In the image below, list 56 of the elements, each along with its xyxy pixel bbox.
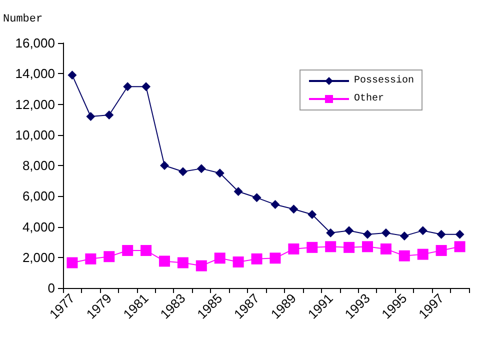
point [362,241,373,252]
point [455,230,464,239]
point [178,167,188,176]
y-tick-label: 6,000 [22,188,55,204]
point [251,253,262,264]
y-tick-label: 0 [48,280,55,296]
y-axis-title: Number [3,14,43,26]
point [288,243,300,254]
point [85,253,96,264]
point [270,200,280,210]
point [306,242,318,253]
y-tick-label: 10,000 [15,127,55,142]
point [289,204,298,214]
point [326,228,336,238]
y-tick-label: 14,000 [15,66,55,82]
point [363,230,372,239]
point [214,252,226,264]
point [270,252,281,264]
point [436,244,447,256]
y-tick-label: 2,000 [22,250,55,265]
y-tick-label: 12,000 [15,96,55,112]
y-tick-label: 8,000 [22,158,55,173]
point [344,226,354,236]
point [325,241,336,252]
point [123,82,132,92]
point [122,244,134,256]
point [160,161,169,170]
point [418,226,428,236]
point [252,193,262,202]
point [344,242,355,253]
point [417,248,428,260]
legend-label: Other [354,92,384,104]
point [196,164,206,174]
point [142,82,151,92]
point [104,110,114,120]
point [159,256,170,267]
point [381,228,390,238]
point [196,260,207,272]
point [308,210,317,219]
point [398,250,410,262]
point [232,256,244,268]
point [436,230,446,239]
point [215,168,224,178]
point [234,187,243,196]
point [68,70,77,80]
point [400,231,409,240]
y-tick-label: 4,000 [22,219,55,234]
point [140,244,152,256]
point [380,243,392,254]
point [66,257,78,268]
point [104,251,115,262]
point [86,112,96,121]
point [454,241,466,252]
y-tick-label: 16,000 [15,36,55,50]
point [177,257,188,268]
legend-label: Possession [354,74,414,86]
